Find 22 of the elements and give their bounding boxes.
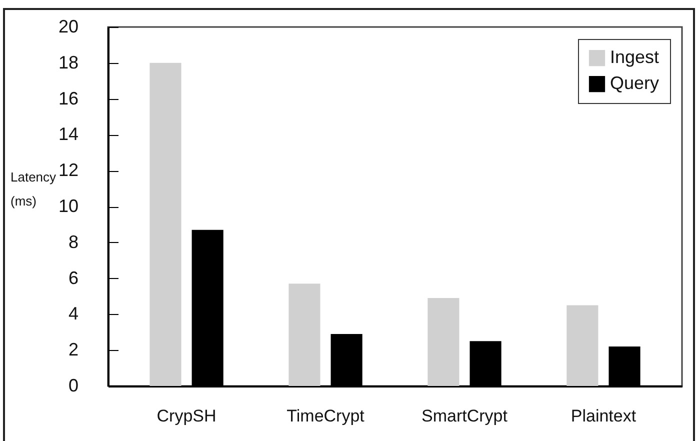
bar (288, 284, 320, 386)
y-tick-label: 18 (58, 52, 78, 72)
legend-label: Query (610, 73, 660, 93)
y-tick-label: 10 (58, 196, 78, 216)
x-tick-label: CrypSH (156, 406, 216, 426)
x-tick-label: TimeCrypt (286, 406, 365, 426)
y-tick-label: 12 (58, 160, 78, 180)
y-tick-label: 16 (58, 88, 78, 108)
bar (428, 298, 460, 386)
y-tick-label: 4 (68, 304, 78, 324)
y-tick-label: 8 (68, 232, 78, 252)
y-tick-label: 14 (58, 124, 78, 144)
y-axis-title: Latency (ms) (10, 170, 57, 208)
y-tick-label: 6 (68, 268, 78, 288)
y-tick-label: 0 (68, 376, 78, 396)
bar (150, 62, 182, 386)
y-tick-label: 2 (68, 340, 78, 360)
bar (566, 305, 598, 386)
x-tick-label: SmartCrypt (422, 406, 508, 426)
legend-label: Ingest (610, 47, 660, 67)
x-tick-label: Plaintext (570, 406, 636, 426)
y-tick-label: 20 (58, 16, 78, 36)
